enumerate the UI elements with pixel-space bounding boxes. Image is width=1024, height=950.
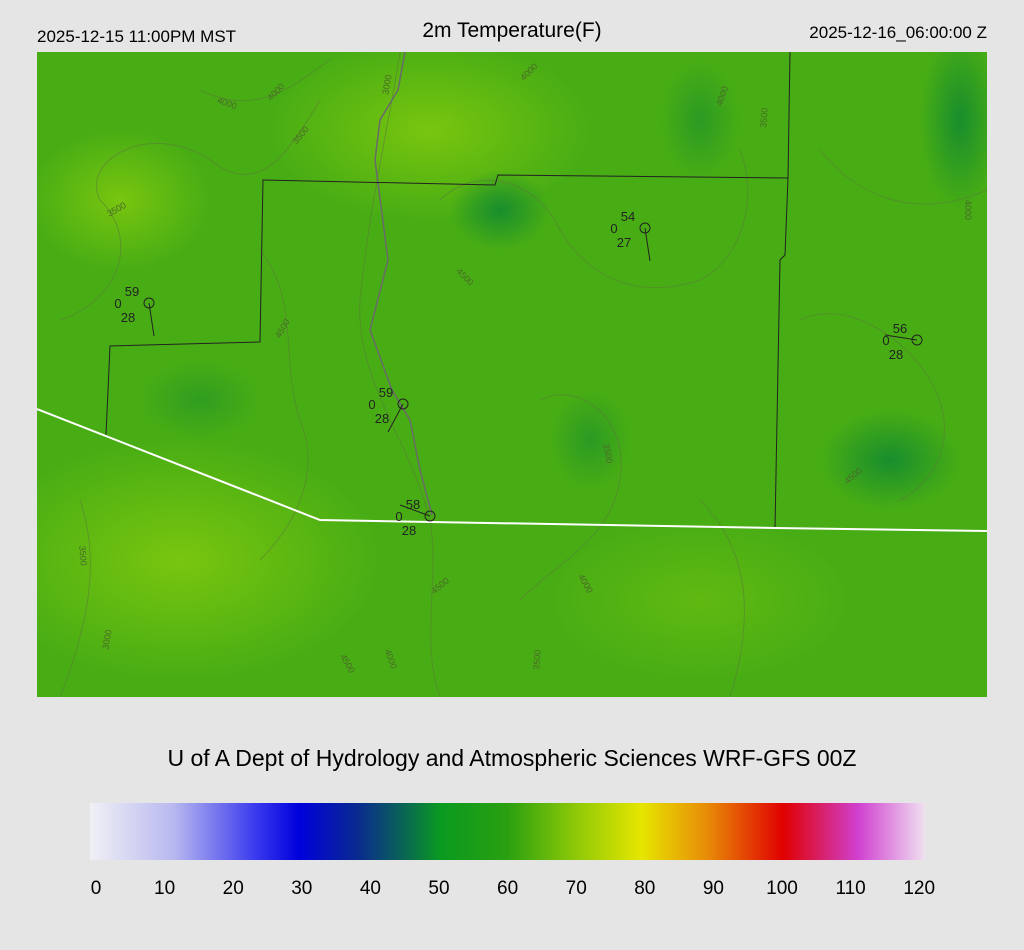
wind-speed: 0: [368, 397, 375, 412]
colorbar-tick-label: 100: [766, 878, 798, 899]
station-plot: 59 028: [368, 385, 409, 433]
station-circle: [424, 510, 436, 522]
station-plot: 58 028: [395, 497, 436, 538]
temperature: 59: [125, 284, 139, 299]
station-plot: 56 028: [882, 321, 923, 362]
contour-label: 3000: [380, 74, 393, 95]
dewpoint: 28: [402, 523, 416, 538]
valid-utc-time: 2025-12-16_06:00:00 Z: [809, 23, 987, 42]
map-title: 2m Temperature(F): [422, 19, 601, 42]
temperature: 59: [379, 385, 393, 400]
wind-barb: [644, 227, 651, 262]
colorbar-ticks: 0 10 20 30 40 50 60 70 80 90 100 110 120: [91, 878, 935, 899]
station-circle: [397, 398, 409, 410]
wind-speed: 0: [395, 509, 402, 524]
wind-speed: 0: [882, 333, 889, 348]
station-plot: 54 027: [610, 209, 651, 262]
station-circle: [639, 222, 651, 234]
wind-speed: 0: [610, 221, 617, 236]
wind-speed: 0: [114, 296, 121, 311]
colorbar-tick-label: 30: [291, 878, 312, 899]
colorbar: [90, 803, 925, 860]
colorbar-tick-label: 110: [835, 878, 865, 899]
station-plot: 59 028: [114, 284, 155, 337]
colorbar-tick-label: 60: [497, 878, 518, 899]
map: [37, 52, 987, 697]
contour-label: 4000: [963, 200, 973, 220]
wind-barb: [884, 334, 918, 341]
contour-label: 3500: [77, 545, 89, 566]
wind-barb: [399, 504, 431, 517]
colorbar-tick-label: 40: [360, 878, 381, 899]
dewpoint: 28: [121, 310, 135, 325]
colorbar-tick-label: 0: [91, 878, 102, 899]
temperature: 54: [621, 209, 635, 224]
credit: U of A Dept of Hydrology and Atmospheric…: [167, 745, 856, 771]
contour-label: 3500: [531, 649, 543, 670]
station-circle: [143, 297, 155, 309]
contour-label: 3000: [100, 629, 113, 650]
colorbar-tick-label: 10: [154, 878, 175, 899]
dewpoint: 28: [375, 411, 389, 426]
wind-barb: [387, 403, 404, 433]
colorbar-tick-label: 120: [903, 878, 935, 899]
station-circle: [911, 334, 923, 346]
wind-barb: [148, 302, 155, 337]
contour-label: 3500: [601, 443, 614, 464]
colorbar-tick-label: 90: [703, 878, 724, 899]
colorbar-tick-label: 20: [223, 878, 244, 899]
dewpoint: 27: [617, 235, 631, 250]
colorbar-tick-label: 70: [566, 878, 587, 899]
colorbar-tick-label: 50: [428, 878, 449, 899]
contour-label: 3500: [758, 107, 770, 128]
temperature: 56: [893, 321, 907, 336]
valid-local-time: 2025-12-15 11:00PM MST: [37, 27, 236, 46]
dewpoint: 28: [889, 347, 903, 362]
temperature: 58: [406, 497, 420, 512]
colorbar-tick-label: 80: [634, 878, 655, 899]
